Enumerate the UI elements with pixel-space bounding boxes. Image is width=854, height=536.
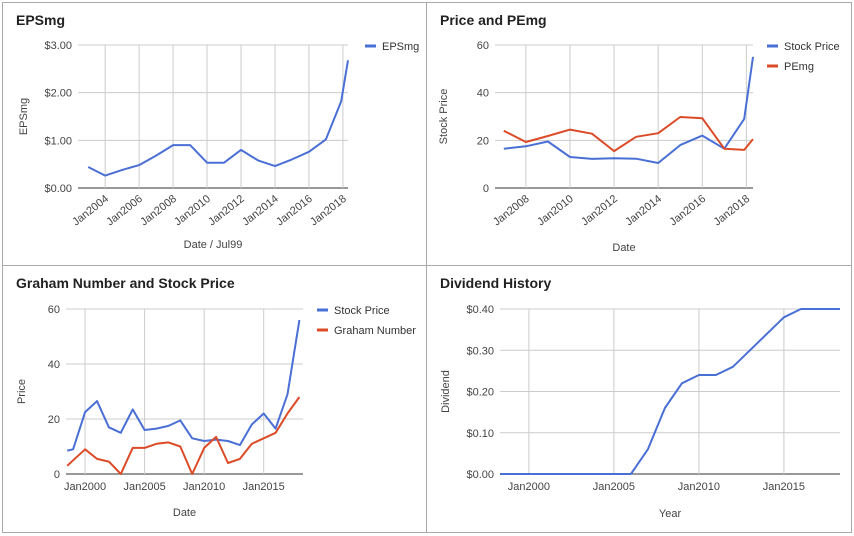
x-tick-label: Jan2016 [667,193,708,228]
x-tick-label: Jan2010 [678,481,720,493]
chart-title: Dividend History [440,275,551,291]
graham-chart-svg: Graham Number and Stock Price 0 20 40 60 Jan2… [16,275,416,519]
x-axis-label: Date / Jul99 [184,239,243,251]
y-tick-label: $3.00 [44,40,72,52]
y-tick-label: $0.40 [466,304,494,316]
chart-title: Graham Number and Stock Price [16,275,235,291]
series-line-dividend [500,308,840,475]
chart-title: EPSmg [16,12,65,28]
dividend-history-chart-panel: Dividend History $0.00 $0.10 $0.20 $0.30 $0.4… [426,265,852,533]
x-tick-label: Jan2018 [308,193,349,228]
series-line-pemg [503,116,754,153]
x-tick-label: Jan2012 [206,193,247,228]
legend-label: PEmg [784,61,814,73]
x-tick-label: Jan2000 [64,481,106,493]
y-tick-label: 0 [54,469,60,481]
x-tick-label: Jan2005 [593,481,635,493]
legend-label: EPSmg [382,41,419,53]
eps-chart-panel: EPSmg $0.00 $1.00 $2.00 $3.00 Jan2004 Jan2006 J… [2,2,427,266]
y-tick-label: $0.10 [466,428,494,440]
y-tick-label: $0.30 [466,345,494,357]
y-axis-label: Price [16,379,28,404]
x-tick-label: Jan2018 [712,193,753,228]
x-tick-label: Jan2005 [123,481,165,493]
x-tick-label: Jan2015 [763,481,805,493]
x-tick-label: Jan2004 [70,193,111,228]
series-line-stock-price [66,319,301,452]
x-tick-label: Jan2010 [172,193,213,228]
series-line-epsmg [87,60,349,177]
legend-label: Graham Number [334,325,416,337]
y-tick-label: 60 [477,40,489,52]
y-tick-label: 40 [48,359,60,371]
chart-title: Price and PEmg [440,12,547,28]
x-tick-label: Jan2014 [240,193,281,228]
x-axis-label: Date [173,507,196,519]
y-tick-label: 0 [483,183,489,195]
y-tick-label: $2.00 [44,88,72,100]
eps-chart-svg: EPSmg$0.00$1.00$2.00$3.00Jan2004Jan2006J… [16,12,419,251]
series-line-stock-price [503,56,754,164]
y-tick-label: 60 [48,304,60,316]
y-tick-label: $1.00 [44,135,72,147]
y-tick-label: 40 [477,88,489,100]
y-tick-label: $0.00 [466,469,494,481]
y-axis-label: EPSmg [18,98,30,135]
x-tick-label: Jan2006 [104,193,145,228]
x-tick-label: Jan2000 [508,481,550,493]
x-tick-label: Jan2015 [243,481,285,493]
series-line-graham-number [66,396,301,475]
legend-label: Stock Price [334,305,390,317]
x-axis-label: Date [612,242,635,254]
graham-number-chart-panel: Graham Number and Stock Price 0 20 40 60 Jan2… [2,265,427,533]
y-tick-label: 20 [477,135,489,147]
x-tick-label: Jan2008 [138,193,179,228]
x-tick-label: Jan2010 [535,193,576,228]
y-axis-label: Stock Price [438,89,450,145]
y-tick-label: $0.20 [466,387,494,399]
legend-label: Stock Price [784,41,840,53]
x-tick-label: Jan2008 [491,193,532,228]
y-axis-label: Dividend [440,370,452,413]
price-pe-chart-panel: Price and PEmg 0 20 40 60 Jan2008 Jan2010 Jan20… [426,2,852,266]
x-tick-label: Jan2010 [183,481,225,493]
x-axis-label: Year [659,508,682,520]
x-tick-label: Jan2012 [579,193,620,228]
x-tick-label: Jan2016 [274,193,315,228]
y-tick-label: $0.00 [44,183,72,195]
dividend-chart-svg: Dividend History $0.00 $0.10 $0.20 $0.30 $0.4… [440,275,840,520]
x-tick-label: Jan2014 [623,193,664,228]
y-tick-label: 20 [48,414,60,426]
